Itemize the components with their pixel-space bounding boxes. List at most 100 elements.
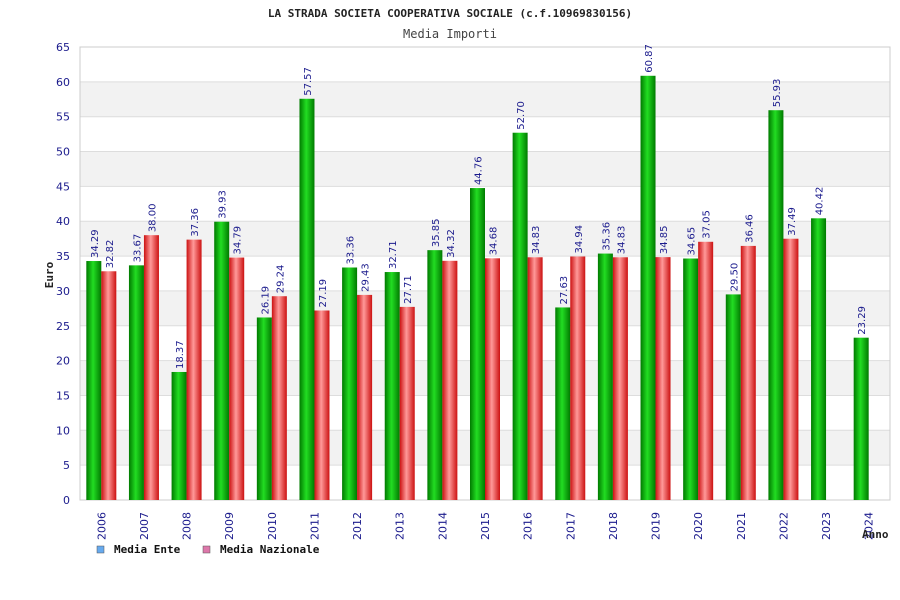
bar-media-ente <box>640 75 656 500</box>
y-tick-label: 5 <box>63 459 70 472</box>
bar-media-nazionale <box>570 256 586 500</box>
data-label: 33.36 <box>346 236 357 265</box>
bar-media-nazionale <box>271 296 287 500</box>
bar-media-ente <box>256 317 272 500</box>
x-tick-label: 2014 <box>436 512 449 540</box>
data-label: 33.67 <box>132 234 143 263</box>
data-label: 37.05 <box>702 210 713 239</box>
bar-media-nazionale <box>357 294 373 500</box>
bar-media-ente <box>597 253 613 500</box>
y-tick-label: 30 <box>56 285 70 298</box>
x-tick-label: 2007 <box>138 512 151 540</box>
bar-media-nazionale <box>655 257 671 500</box>
y-tick-label: 40 <box>56 215 70 228</box>
grid-band <box>80 81 890 117</box>
x-tick-label: 2010 <box>266 512 279 540</box>
legend-label-media-nazionale: Media Nazionale <box>220 543 320 556</box>
data-label: 39.93 <box>218 190 229 219</box>
x-tick-label: 2016 <box>522 512 535 540</box>
x-tick-label: 2023 <box>820 512 833 540</box>
data-label: 29.50 <box>729 263 740 292</box>
bar-media-nazionale <box>485 258 500 500</box>
data-label: 34.83 <box>531 226 542 255</box>
data-label: 35.85 <box>431 219 442 248</box>
x-tick-label: 2011 <box>308 512 321 540</box>
x-tick-label: 2008 <box>181 512 194 540</box>
data-label: 44.76 <box>474 156 485 185</box>
bar-media-ente <box>811 218 827 500</box>
plot-area: 0 5 10 15 20 25 30 35 40 45 50 55 60 65 34.29 32.82 2006… <box>56 41 891 540</box>
data-label: 29.24 <box>275 265 286 294</box>
y-tick-label: 50 <box>56 146 70 159</box>
y-axis-label: Euro <box>43 261 56 288</box>
x-tick-label: 2019 <box>650 512 663 540</box>
bar-media-ente <box>214 221 230 500</box>
bar-media-ente <box>470 188 485 500</box>
data-label: 60.87 <box>644 44 655 73</box>
data-label: 55.93 <box>772 79 783 108</box>
bar-media-ente <box>427 250 443 500</box>
y-tick-label: 65 <box>56 41 70 54</box>
x-tick-label: 2012 <box>351 512 364 540</box>
bar-media-ente <box>768 110 784 500</box>
data-label: 34.85 <box>659 225 670 254</box>
bar-media-ente <box>299 98 315 501</box>
bar-media-nazionale <box>612 257 628 500</box>
data-label: 34.79 <box>233 226 244 255</box>
legend-label-media-ente: Media Ente <box>114 543 181 556</box>
data-label: 34.68 <box>489 227 500 256</box>
grid-band <box>80 151 890 187</box>
legend-swatch-media-ente <box>96 545 105 554</box>
y-tick-label: 15 <box>56 389 70 402</box>
x-tick-label: 2024 <box>863 512 876 540</box>
data-label: 32.82 <box>105 240 116 269</box>
legend: Media Ente Media Nazionale <box>96 543 320 556</box>
bar-media-nazionale <box>314 310 330 500</box>
data-label: 27.19 <box>318 279 329 308</box>
bar-media-nazionale <box>698 241 714 501</box>
bar-media-ente <box>171 371 187 500</box>
data-label: 32.71 <box>388 240 399 269</box>
x-tick-label: 2009 <box>223 512 236 540</box>
bar-media-ente <box>725 294 741 500</box>
bar-media-nazionale <box>101 271 117 500</box>
bar-media-ente <box>342 267 358 500</box>
data-label: 26.19 <box>260 286 271 315</box>
data-label: 23.29 <box>857 306 868 335</box>
bar-media-nazionale <box>783 238 799 500</box>
x-tick-label: 2022 <box>777 512 790 540</box>
y-tick-label: 10 <box>56 424 70 437</box>
x-tick-label: 2020 <box>692 512 705 540</box>
x-tick-label: 2006 <box>95 512 108 540</box>
y-tick-label: 20 <box>56 355 70 368</box>
bar-media-ente <box>555 307 571 500</box>
bar-media-ente <box>853 337 869 500</box>
y-tick-label: 55 <box>56 111 70 124</box>
data-label: 57.57 <box>303 67 314 96</box>
bar-media-nazionale <box>186 239 202 501</box>
data-label: 52.70 <box>516 101 527 130</box>
data-label: 40.42 <box>815 187 826 216</box>
bar-media-nazionale <box>527 257 543 500</box>
bar-media-nazionale <box>740 245 756 500</box>
data-label: 27.63 <box>559 276 570 305</box>
x-axis-label: Anno <box>862 528 889 541</box>
data-label: 37.49 <box>787 207 798 236</box>
data-label: 18.37 <box>175 340 186 369</box>
y-tick-label: 60 <box>56 76 70 89</box>
chart-title: LA STRADA SOCIETA COOPERATIVA SOCIALE (c… <box>268 7 632 20</box>
data-label: 34.29 <box>90 229 101 258</box>
y-tick-label: 45 <box>56 180 70 193</box>
x-tick-label: 2017 <box>564 512 577 540</box>
x-tick-label: 2021 <box>735 512 748 540</box>
data-label: 36.46 <box>744 214 755 243</box>
data-label: 38.00 <box>147 204 158 233</box>
bar-media-nazionale <box>399 306 415 500</box>
x-tick-label: 2018 <box>607 512 620 540</box>
x-tick-label: 2015 <box>479 512 492 540</box>
bar-media-ente <box>86 261 102 500</box>
data-label: 29.43 <box>361 263 372 292</box>
data-label: 34.83 <box>616 226 627 255</box>
bar-media-ente <box>512 132 528 500</box>
